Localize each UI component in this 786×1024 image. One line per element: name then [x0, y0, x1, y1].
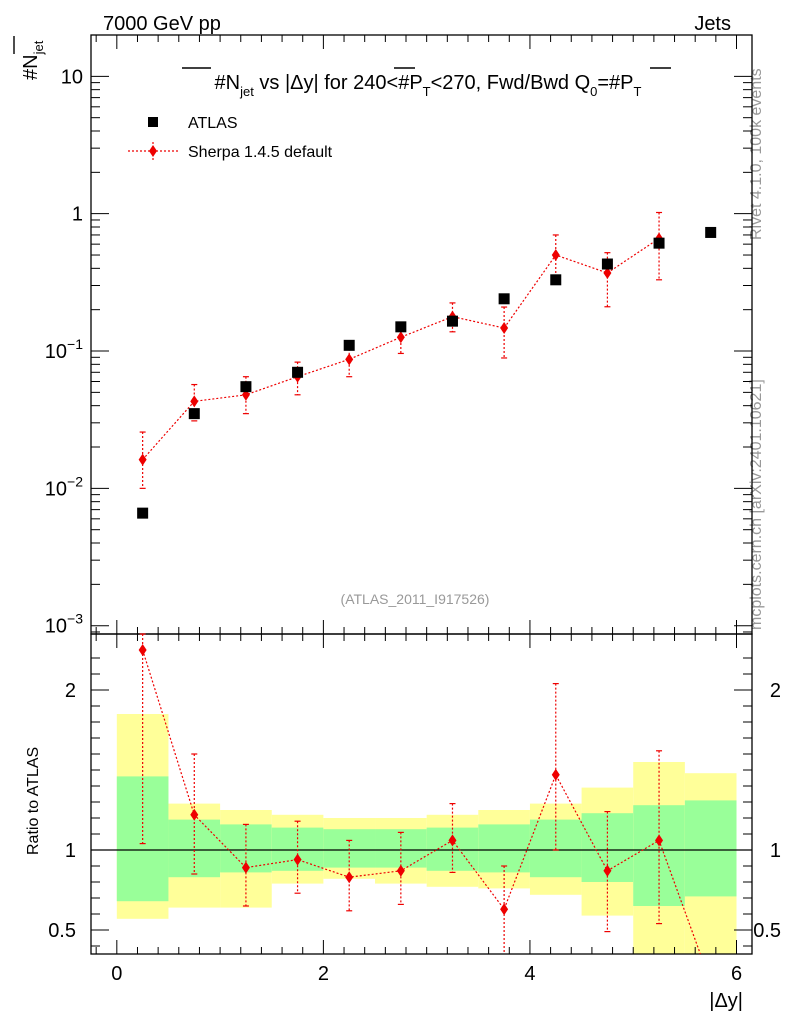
- data-point: [446, 315, 458, 327]
- y-tick-label-base: 1: [72, 204, 83, 226]
- ratio-y-tick-label: 0.5: [48, 920, 76, 942]
- mc-point: [190, 395, 199, 408]
- stat-uncertainty-band: [478, 824, 530, 873]
- ratio-point: [396, 864, 405, 877]
- analysis-tag: (ATLAS_2011_I917526): [341, 591, 490, 607]
- y-axis-label: #Njet: [20, 40, 46, 80]
- mc-point: [500, 322, 509, 335]
- y-axis-label-sub: jet: [31, 40, 46, 55]
- y-tick-label-base: 10: [45, 478, 67, 500]
- data-point: [240, 381, 252, 393]
- mc-point: [603, 266, 612, 279]
- mc-point: [396, 331, 405, 344]
- x-tick-label: 4: [524, 963, 535, 985]
- data-point: [601, 258, 613, 270]
- ratio-point: [655, 834, 664, 847]
- ratio-point: [551, 768, 560, 781]
- title-part-a: #N: [215, 72, 241, 94]
- title-part-d: =#P: [597, 72, 633, 94]
- title-part-c: <270, Fwd/Bwd Q: [431, 72, 591, 94]
- plot-title: #Njet vs |Δy| for 240<#PT<270, Fwd/Bwd Q…: [215, 72, 642, 99]
- mc-point: [138, 453, 147, 466]
- header-energy-label: 7000 GeV pp: [103, 13, 221, 35]
- ratio-point: [603, 864, 612, 877]
- ratio-y-tick-label: 1: [65, 840, 76, 862]
- header-jets-label: Jets: [694, 13, 731, 35]
- data-point: [653, 237, 665, 249]
- data-point: [188, 408, 200, 420]
- y-tick-label-exponent: −1: [67, 336, 83, 352]
- legend-sherpa-marker: [149, 145, 157, 157]
- mc-point: [551, 249, 560, 262]
- data-point: [498, 293, 510, 305]
- x-tick-label: 2: [318, 963, 329, 985]
- legend: ATLAS Sherpa 1.4.5 default: [128, 115, 333, 161]
- y-axis-label-main: #N: [20, 54, 42, 80]
- y-tick-label: 10−2: [45, 473, 83, 500]
- title-part-d-sub: T: [634, 84, 642, 99]
- ratio-point: [138, 644, 147, 656]
- rivet-version-label: Rivet 4.1.0, 100k events: [748, 68, 765, 240]
- y-tick-label-base: 10: [61, 66, 83, 88]
- mc-line: [142, 237, 660, 460]
- ratio-point: [345, 871, 354, 884]
- ratio-point: [500, 903, 509, 916]
- ratio-bands: [91, 714, 752, 954]
- ratio-point: [293, 853, 302, 866]
- x-axis-label: |Δy|: [709, 990, 743, 1012]
- ratio-y-tick-label-right: 2: [770, 680, 781, 702]
- legend-atlas-label: ATLAS: [188, 115, 238, 132]
- data-point: [395, 321, 407, 333]
- ratio-point: [190, 808, 199, 821]
- stat-uncertainty-band: [684, 800, 737, 897]
- mcplots-label: mcplots.cern.ch [arXiv:2401.10621]: [748, 379, 765, 630]
- ratio-plot-frame: [90, 633, 753, 955]
- ratio-point: [241, 861, 250, 874]
- legend-sherpa-label: Sherpa 1.4.5 default: [188, 144, 333, 161]
- ratio-point: [448, 834, 457, 847]
- y-tick-label: 1: [72, 204, 83, 226]
- stat-uncertainty-band: [168, 819, 221, 878]
- y-tick-label-exponent: −3: [67, 611, 83, 627]
- y-tick-label-base: 10: [45, 341, 67, 363]
- ratio-y-tick-label: 2: [65, 680, 76, 702]
- ratio-y-axis-label: Ratio to ATLAS: [25, 747, 42, 855]
- x-tick-label: 0: [111, 963, 122, 985]
- mc-series-main: [138, 211, 664, 489]
- legend-atlas-marker: [148, 117, 158, 127]
- title-part-b: vs |Δy| for 240<#P: [254, 72, 423, 94]
- data-point: [705, 226, 717, 238]
- title-part-a-sub: jet: [239, 84, 254, 99]
- y-tick-label-exponent: −2: [67, 473, 83, 489]
- data-point: [292, 366, 304, 378]
- y-tick-label-base: 10: [45, 616, 67, 638]
- data-point: [550, 274, 562, 286]
- data-point: [137, 507, 149, 519]
- data-point: [343, 339, 355, 351]
- mc-point: [345, 353, 354, 366]
- title-part-c-sub: 0: [590, 84, 597, 99]
- y-tick-label: 10: [61, 66, 83, 88]
- title-part-b-sub: T: [423, 84, 431, 99]
- ratio-y-tick-label-right: 1: [770, 840, 781, 862]
- x-tick-label: 6: [731, 963, 742, 985]
- y-tick-label: 10−1: [45, 336, 83, 363]
- data-series-main: [137, 226, 717, 519]
- y-tick-label: 10−3: [45, 611, 83, 638]
- ratio-y-tick-label-right: 0.5: [753, 920, 781, 942]
- mc-series-ratio: [138, 633, 701, 955]
